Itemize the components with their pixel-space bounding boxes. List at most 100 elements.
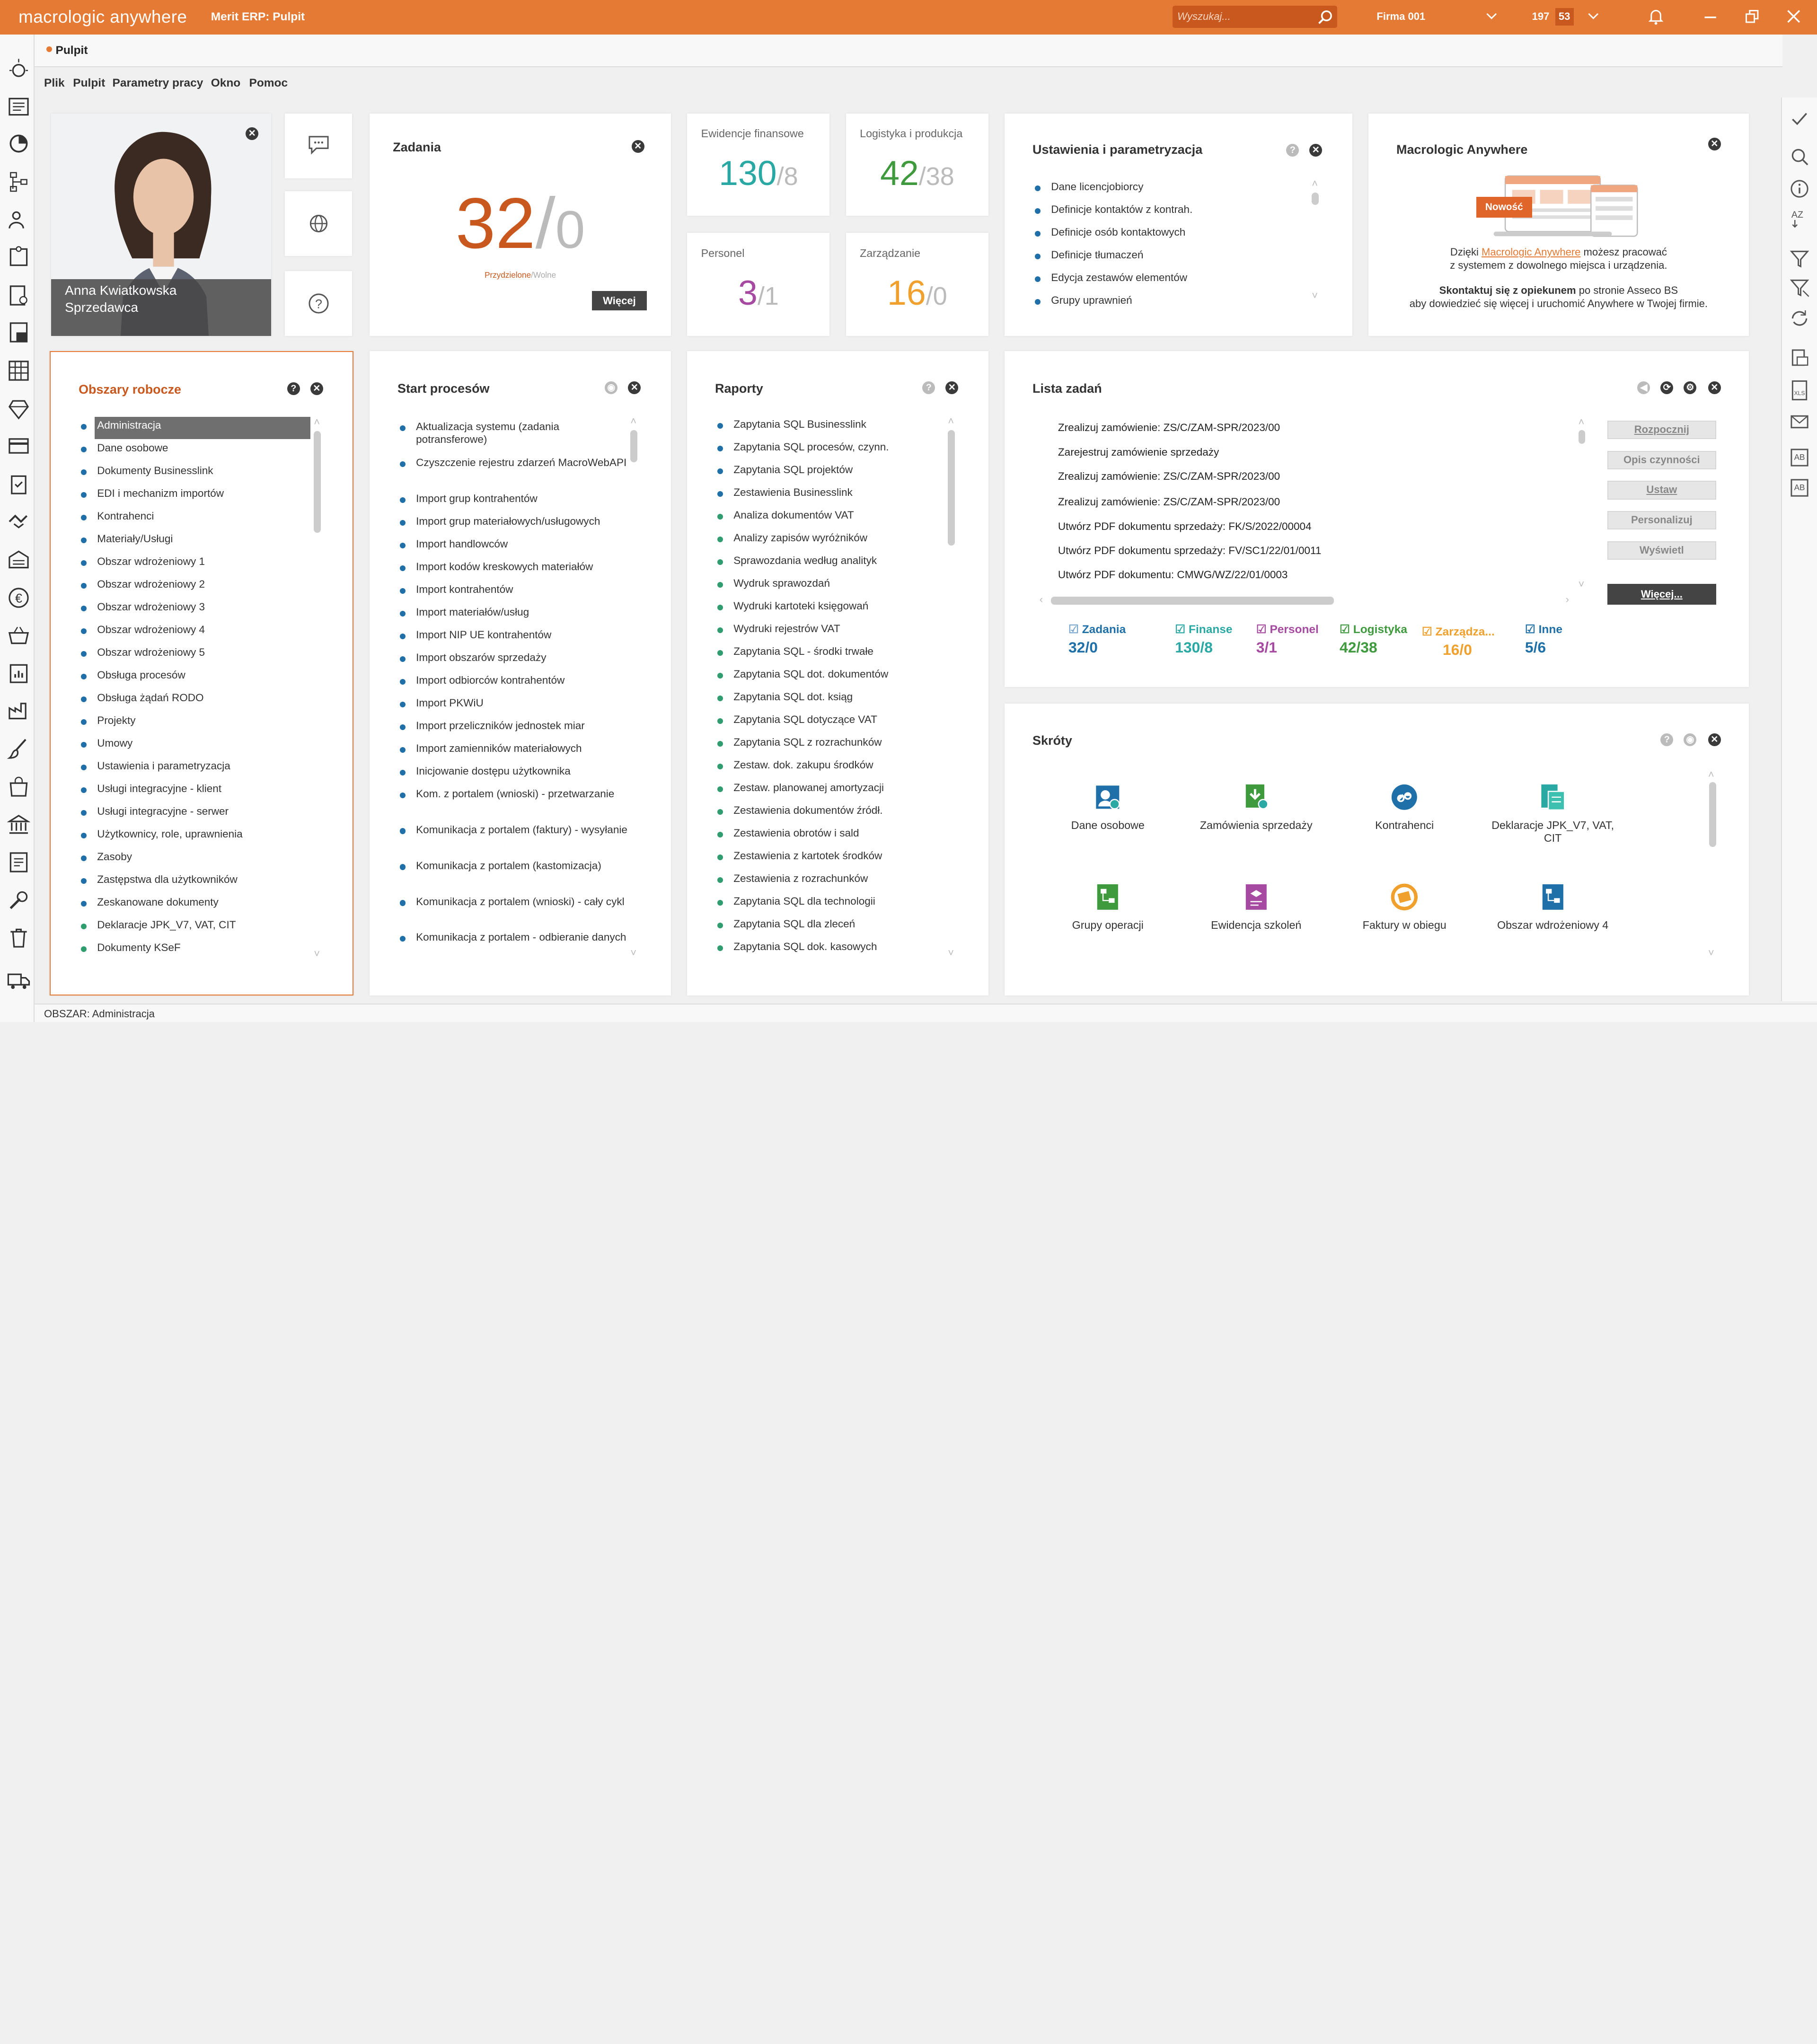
back-icon[interactable]: ◀: [1637, 381, 1650, 394]
chevron-down-icon[interactable]: [1486, 11, 1497, 21]
list-item[interactable]: Import przeliczników jednostek miar: [397, 720, 629, 742]
more-tasks-button[interactable]: Więcej...: [1607, 584, 1716, 605]
chart-pie-icon[interactable]: [7, 132, 30, 155]
list-item[interactable]: Ustawienia i parametryzacja: [79, 760, 243, 783]
help-card[interactable]: ?: [285, 271, 353, 336]
task-item[interactable]: Zrealizuj zamówienie: ZS/C/ZAM-SPR/2023/…: [1058, 470, 1280, 483]
scroll-down-icon[interactable]: ˅: [1578, 578, 1585, 590]
list-item[interactable]: Import zamienników materiałowych: [397, 742, 629, 765]
minimize-icon[interactable]: [1703, 10, 1717, 24]
puzzle-icon[interactable]: [7, 246, 30, 269]
scroll-left-icon[interactable]: ‹: [1039, 593, 1043, 605]
document-settings-icon[interactable]: [7, 284, 30, 307]
close-icon[interactable]: ✕: [246, 127, 259, 141]
scrollbar[interactable]: [1578, 430, 1586, 444]
list-item[interactable]: Dokumenty KSeF: [79, 942, 243, 964]
checklist-icon[interactable]: [7, 851, 30, 874]
category-personel[interactable]: ☑ Personel 3/1: [1256, 623, 1319, 656]
list-item[interactable]: Obszar wdrożeniowy 5: [79, 646, 243, 669]
list-item[interactable]: Zastępstwa dla użytkowników: [79, 873, 243, 896]
factory-icon[interactable]: [7, 699, 30, 722]
help-icon[interactable]: ?: [1660, 733, 1674, 747]
settings-icon[interactable]: ⚙: [1684, 381, 1697, 394]
basket-icon[interactable]: [7, 624, 30, 647]
list-item[interactable]: EDI i mechanizm importów: [79, 487, 243, 510]
search-icon[interactable]: [1789, 146, 1810, 167]
list-item[interactable]: Zapytania SQL z rozrachunków: [715, 736, 889, 759]
list-item[interactable]: Zapytania SQL dok. kasowych: [715, 941, 889, 963]
list-item[interactable]: Aktualizacja systemu (zadania potransfer…: [397, 421, 629, 457]
list-item[interactable]: Import handlowców: [397, 538, 629, 561]
category-zarzadzanie[interactable]: ☑ Zarządza... 16/0: [1421, 626, 1495, 658]
clipboard-check-icon[interactable]: [7, 473, 30, 496]
scroll-up-icon[interactable]: ˄: [314, 415, 320, 428]
shopping-bag-icon[interactable]: [7, 775, 30, 798]
task-item[interactable]: Utwórz PDF dokumentu: CMWG/WZ/22/01/0003: [1058, 569, 1288, 581]
list-item[interactable]: Zestawienia Businesslink: [715, 486, 889, 509]
list-item[interactable]: Obsługa procesów: [79, 669, 243, 692]
restore-icon[interactable]: [1745, 9, 1759, 23]
list-item[interactable]: Dane licencjobiorcy: [1032, 181, 1192, 203]
more-button[interactable]: Więcej: [592, 291, 647, 311]
refresh-icon[interactable]: [1789, 308, 1810, 329]
list-item[interactable]: Wydruk sprawozdań: [715, 577, 889, 600]
list-item[interactable]: Materiały/Usługi: [79, 533, 243, 555]
list-item[interactable]: Komunikacja z portalem (wnioski) - cały …: [397, 896, 629, 932]
handshake-icon[interactable]: [7, 510, 30, 533]
list-item[interactable]: Zestaw. dok. zakupu środków: [715, 759, 889, 782]
list-item[interactable]: Edycja zestawów elementów: [1032, 272, 1192, 294]
brush-icon[interactable]: [7, 737, 30, 760]
description-button[interactable]: Opis czynności: [1607, 450, 1716, 469]
scroll-down-icon[interactable]: ˅: [1708, 946, 1714, 959]
task-item[interactable]: Zarejestruj zamówienie sprzedaży: [1058, 446, 1219, 458]
scrollbar[interactable]: [1312, 192, 1319, 205]
shortcut-ewidencja-szkolen[interactable]: Ewidencja szkoleń: [1187, 882, 1326, 932]
table-icon[interactable]: [7, 359, 30, 382]
text-ab-edit-icon[interactable]: AB: [1789, 477, 1810, 498]
scroll-down-icon[interactable]: ˅: [630, 946, 637, 959]
list-item[interactable]: Import grup kontrahentów: [397, 493, 629, 515]
shortcut-faktury[interactable]: Faktury w obiegu: [1335, 882, 1474, 932]
scroll-down-icon[interactable]: ˅: [314, 947, 320, 960]
list-item[interactable]: Import NIP UE kontrahentów: [397, 629, 629, 652]
filter-icon[interactable]: [1789, 248, 1810, 269]
filter-clear-icon[interactable]: [1789, 277, 1810, 298]
menu-okno[interactable]: Okno: [211, 76, 241, 89]
list-item[interactable]: Import PKWiU: [397, 697, 629, 720]
close-icon[interactable]: ✕: [310, 382, 323, 395]
menu-pulpit[interactable]: Pulpit: [73, 76, 106, 89]
menu-pomoc[interactable]: Pomoc: [249, 76, 288, 89]
tab-pulpit[interactable]: Pulpit: [46, 35, 116, 67]
bank-icon[interactable]: [7, 813, 30, 837]
category-zadania[interactable]: ☑ Zadania 32/0: [1068, 623, 1126, 656]
anywhere-link[interactable]: Macrologic Anywhere: [1482, 246, 1581, 258]
users-icon[interactable]: [7, 209, 30, 232]
list-item[interactable]: Kontrahenci: [79, 510, 243, 533]
list-item[interactable]: Dokumenty Businesslink: [79, 465, 243, 487]
set-button[interactable]: Ustaw: [1607, 481, 1716, 500]
shortcut-kontrahenci[interactable]: Kontrahenci: [1335, 782, 1474, 832]
list-item[interactable]: Grupy uprawnień: [1032, 294, 1192, 308]
list-item[interactable]: Kom. z portalem (wnioski) - przetwarzani…: [397, 788, 629, 824]
list-item[interactable]: Inicjowanie dostępu użytkownika: [397, 765, 629, 788]
help-icon[interactable]: ?: [287, 382, 300, 395]
list-item[interactable]: Usługi integracyjne - serwer: [79, 805, 243, 828]
list-item[interactable]: Zasoby: [79, 851, 243, 873]
list-item[interactable]: Dane osobowe: [79, 442, 243, 465]
list-item[interactable]: Użytkownicy, role, uprawnienia: [79, 828, 243, 851]
list-item[interactable]: Definicje osób kontaktowych: [1032, 226, 1192, 249]
scroll-up-icon[interactable]: ˄: [630, 414, 637, 427]
menu-parametry-pracy[interactable]: Parametry pracy: [112, 76, 203, 89]
shortcut-obszar-wdrozeniowy-4[interactable]: Obszar wdrożeniowy 4: [1483, 882, 1623, 932]
text-ab-icon[interactable]: AB: [1789, 447, 1810, 468]
list-item[interactable]: Zestaw. planowanej amortyzacji: [715, 782, 889, 804]
stat-finanse[interactable]: Ewidencje finansowe 130/8: [687, 114, 830, 216]
list-item[interactable]: Definicje kontaktów z kontrah.: [1032, 203, 1192, 226]
task-item[interactable]: Zrealizuj zamówienie: ZS/C/ZAM-SPR/2023/…: [1058, 422, 1280, 434]
stat-zarzadzanie[interactable]: Zarządzanie 16/0: [846, 233, 988, 336]
scroll-down-icon[interactable]: ˅: [948, 946, 954, 959]
shortcut-deklaracje[interactable]: Deklaracje JPK_V7, VAT, CIT: [1483, 782, 1623, 845]
list-item[interactable]: Zeskanowane dokumenty: [79, 896, 243, 919]
list-item[interactable]: Zapytania SQL dotyczące VAT: [715, 714, 889, 736]
diamond-icon[interactable]: [7, 397, 30, 421]
